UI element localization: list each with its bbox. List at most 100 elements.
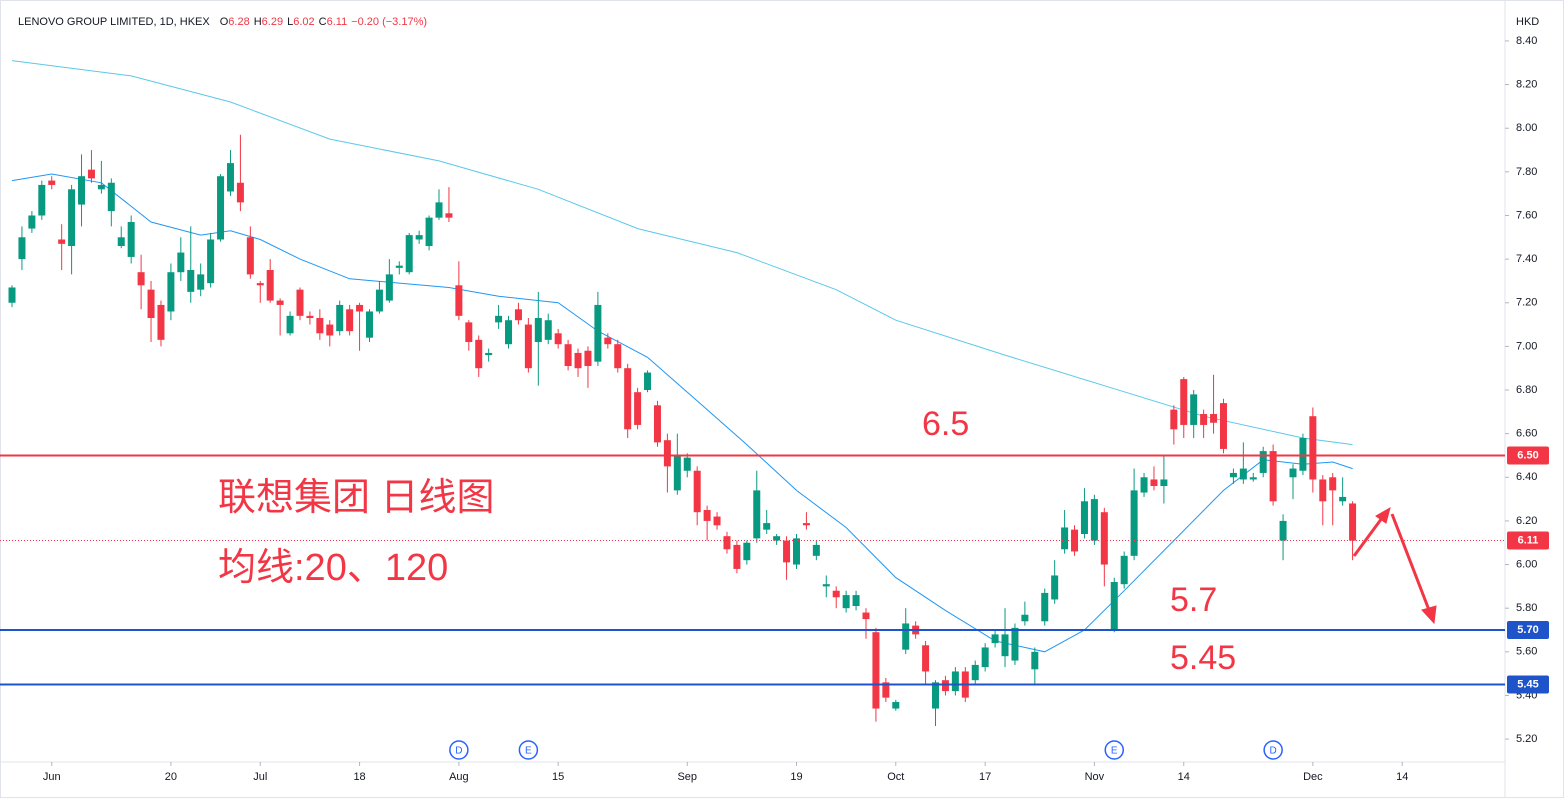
candle-body — [177, 252, 185, 273]
candle-body — [1279, 520, 1287, 541]
price-tag-label: 5.70 — [1517, 624, 1538, 636]
candle-body — [514, 309, 522, 321]
ohlc-key: O — [220, 16, 229, 28]
candle-body — [385, 274, 393, 301]
candle-body — [97, 184, 105, 190]
candle-body — [117, 237, 125, 247]
ohlc-key: C — [319, 16, 327, 28]
event-label: E — [525, 746, 532, 757]
candle-body — [127, 222, 135, 257]
y-tick-label: 7.00 — [1516, 340, 1537, 352]
candle-body — [862, 612, 870, 620]
annotation: 6.5 — [922, 405, 969, 443]
ohlc-key: H — [254, 16, 262, 28]
candle-body — [624, 368, 632, 430]
price-tag — [1507, 446, 1549, 465]
candle-body — [207, 239, 215, 284]
candle-body — [505, 320, 513, 345]
x-tick-label: Sep — [677, 771, 697, 783]
candle-body — [485, 352, 493, 356]
x-tick-label: 14 — [1396, 771, 1408, 783]
price-tag-label: 5.45 — [1517, 678, 1538, 690]
candle-body — [167, 272, 175, 312]
candle-body — [276, 300, 284, 305]
x-tick-label: Oct — [887, 771, 904, 783]
candle-body — [753, 490, 761, 539]
candle-body — [1210, 414, 1218, 423]
ohlc-value: 6.29 — [262, 16, 283, 28]
candle-body — [256, 283, 264, 286]
price-tag-label: 6.50 — [1517, 449, 1538, 461]
candle-body — [713, 516, 721, 526]
candle-body — [1289, 468, 1297, 478]
candle-body — [326, 324, 334, 336]
x-tick-label: 18 — [353, 771, 365, 783]
candle-body — [634, 392, 642, 425]
x-tick-label: Aug — [449, 771, 469, 783]
candle-body — [375, 289, 383, 312]
candle-body — [1309, 416, 1317, 480]
x-tick-label: 14 — [1178, 771, 1190, 783]
candle-body — [48, 180, 56, 185]
price-tag — [1507, 621, 1549, 640]
candle-body — [1339, 496, 1347, 502]
candle-body — [395, 265, 403, 268]
candle-body — [773, 536, 781, 541]
candle-body — [693, 470, 701, 513]
candle-body — [78, 176, 86, 205]
candle-body — [1299, 438, 1307, 471]
candle-body — [296, 289, 304, 316]
candle-body — [236, 182, 244, 203]
candle-body — [1150, 479, 1158, 487]
candle-body — [286, 315, 294, 334]
candle-body — [941, 680, 949, 692]
candle-body — [1160, 479, 1168, 487]
candle-body — [584, 350, 592, 367]
candle-body — [1090, 499, 1098, 541]
candle-body — [217, 176, 225, 240]
y-tick-label: 8.00 — [1516, 122, 1537, 134]
candle-body — [981, 647, 989, 668]
candle-body — [445, 213, 453, 218]
annotation: 5.7 — [1170, 581, 1217, 619]
candle-body — [932, 682, 940, 709]
candle-body — [1051, 575, 1059, 600]
candle-body — [58, 239, 66, 244]
candle-body — [455, 285, 463, 316]
candle-body — [872, 632, 880, 709]
candle-body — [842, 595, 850, 609]
moving-average — [11, 60, 1353, 446]
ohlc-value: 6.11 — [327, 16, 348, 28]
candle-body — [723, 536, 731, 550]
candle-body — [802, 523, 810, 526]
candle-body — [644, 372, 652, 391]
candle-body — [1061, 527, 1069, 550]
candle-body — [663, 440, 671, 467]
price-tag — [1507, 531, 1549, 550]
candle-body — [38, 184, 46, 216]
candle-body — [1180, 379, 1188, 425]
event-marker — [449, 740, 469, 760]
candle-body — [574, 352, 582, 369]
candle-body — [1041, 592, 1049, 622]
candle-body — [534, 318, 542, 343]
symbol: LENOVO GROUP LIMITED, 1D, HKEX — [18, 16, 210, 28]
event-label: D — [1270, 746, 1277, 757]
y-tick-label: 8.20 — [1516, 78, 1537, 90]
candle-body — [495, 315, 503, 323]
x-tick-label: Dec — [1303, 771, 1323, 783]
candle-body — [107, 182, 115, 212]
candle-body — [1190, 394, 1198, 425]
y-tick-label: 6.80 — [1516, 384, 1537, 396]
event-marker — [518, 740, 539, 760]
candle-body — [306, 315, 314, 319]
candle-body — [226, 163, 234, 192]
candle-body — [951, 671, 959, 692]
candle-body — [832, 590, 840, 598]
y-tick-label: 8.40 — [1516, 35, 1537, 47]
candle-body — [405, 235, 413, 273]
candle-body — [812, 544, 820, 556]
candle-body — [475, 339, 483, 369]
y-tick-label: 7.80 — [1516, 166, 1537, 178]
